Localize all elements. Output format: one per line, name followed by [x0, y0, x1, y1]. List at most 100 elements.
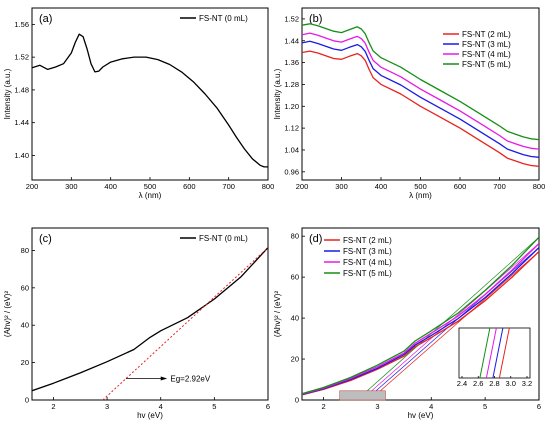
legend-entry: FS-NT (5 mL) [462, 60, 511, 69]
inset-fit-line [492, 328, 504, 378]
y-tick-label: 1.20 [284, 102, 299, 111]
x-tick-label: 400 [104, 182, 117, 191]
x-tick-label: 200 [26, 182, 39, 191]
x-tick-label: 5 [212, 402, 216, 411]
legend-entry: FS-NT (2 mL) [343, 236, 392, 245]
x-tick-label: 700 [222, 182, 235, 191]
y-tick-label: 0 [25, 396, 29, 405]
y-tick-label: 1.48 [14, 85, 29, 94]
y-tick-label: 0.96 [284, 167, 299, 176]
legend-entry: FS-NT (3 mL) [343, 247, 392, 256]
y-axis-label: (Ahv)² / (eV)² [273, 291, 282, 338]
y-tick-label: 1.04 [284, 145, 299, 154]
y-tick-label: 1.52 [284, 14, 299, 23]
legend-entry: FS-NT (0 mL) [199, 14, 248, 23]
series-line [302, 236, 539, 395]
x-tick-label: 800 [262, 182, 275, 191]
panel-a: 200 300 400 500 600 700 800 1.40 1.44 1.48 1.52 1.5… [3, 7, 275, 200]
x-tick-label: 500 [144, 182, 157, 191]
plot-frame [301, 227, 540, 401]
inset-x-tick-label: 3.0 [506, 379, 516, 388]
series-line [302, 251, 539, 396]
x-tick-label: 800 [533, 182, 546, 191]
y-tick-label: 1.12 [284, 124, 299, 133]
y-tick-label: 40 [21, 321, 29, 330]
x-tick-label: 5 [483, 402, 487, 411]
inset-fit-line [479, 328, 491, 378]
x-tick-label: 4 [429, 402, 433, 411]
y-tick-label: 0 [295, 396, 299, 405]
x-tick-label: 500 [414, 182, 427, 191]
y-tick-label: 1.36 [284, 58, 299, 67]
series-line [302, 50, 539, 167]
extrapolation-line [102, 247, 268, 400]
plot-frame [31, 227, 269, 401]
x-axis-label: λ (nm) [409, 191, 432, 200]
panel-label: (c) [39, 233, 52, 245]
x-tick-label: 4 [159, 402, 163, 411]
inset-x-tick-label: 2.4 [457, 379, 467, 388]
panel-b: 200 300 400 500 600 700 800 0.96 1.04 1.12 1.20 1.2… [273, 7, 546, 200]
legend-entry: FS-NT (5 mL) [343, 269, 392, 278]
series-line [302, 247, 539, 396]
panel-label: (b) [309, 13, 322, 25]
plot-area [302, 23, 539, 167]
series-line [302, 32, 539, 150]
y-tick-label: 80 [21, 246, 29, 255]
panel-label: (a) [39, 13, 52, 25]
zoom-region [339, 390, 386, 401]
series-line [302, 242, 539, 395]
annotation-arrowhead [160, 376, 168, 381]
y-axis-label: Intensity (a.u.) [3, 68, 12, 119]
fit-line [356, 236, 539, 400]
x-tick-label: 300 [335, 182, 348, 191]
annotation-eg: Eg=2.92eV [170, 375, 210, 384]
fit-line [365, 247, 539, 400]
y-tick-label: 20 [21, 358, 29, 367]
inset-lines [479, 328, 510, 378]
y-tick-label: 1.40 [14, 151, 29, 160]
y-tick-label: 40 [291, 314, 299, 323]
x-tick-label: 700 [493, 182, 506, 191]
y-axis-label: Intensity (a.u.) [273, 68, 282, 119]
inset: 2.4 2.6 2.8 3.0 3.2 [457, 327, 532, 388]
y-tick-label: 1.56 [14, 20, 29, 29]
inset-x-tick-label: 2.8 [489, 379, 499, 388]
fit-line [369, 251, 539, 400]
x-axis-label: λ (nm) [139, 191, 162, 200]
x-tick-label: 3 [105, 402, 109, 411]
x-tick-label: 2 [51, 402, 55, 411]
plot-frame [31, 7, 269, 181]
y-tick-label: 60 [291, 273, 299, 282]
series-line [302, 23, 539, 141]
legend-entry: FS-NT (0 mL) [199, 234, 248, 243]
y-tick-label: 20 [291, 355, 299, 364]
x-tick-label: 200 [296, 182, 309, 191]
inset-fit-line [498, 328, 510, 378]
plot-area [32, 247, 268, 400]
x-tick-label: 300 [65, 182, 78, 191]
x-tick-label: 600 [454, 182, 467, 191]
inset-fit-line [485, 328, 497, 378]
x-tick-label: 6 [266, 402, 270, 411]
series-line [32, 247, 268, 392]
panel-label: (d) [309, 233, 322, 245]
legend-entry: FS-NT (2 mL) [462, 30, 511, 39]
x-tick-label: 600 [183, 182, 196, 191]
y-tick-label: 80 [291, 232, 299, 241]
y-tick-label: 60 [21, 283, 29, 292]
inset-x-tick-label: 3.2 [522, 379, 532, 388]
legend-entry: FS-NT (3 mL) [462, 40, 511, 49]
x-tick-label: 2 [321, 402, 325, 411]
legend-entry: FS-NT (4 mL) [462, 50, 511, 59]
inset-x-tick-label: 2.6 [473, 379, 483, 388]
x-tick-label: 3 [375, 402, 379, 411]
y-axis-label: (Ahv)² / (eV)² [3, 291, 12, 338]
plot-area [302, 236, 539, 400]
x-axis-label: hv (eV) [408, 411, 434, 420]
series-line [302, 40, 539, 158]
series-line [32, 33, 268, 168]
